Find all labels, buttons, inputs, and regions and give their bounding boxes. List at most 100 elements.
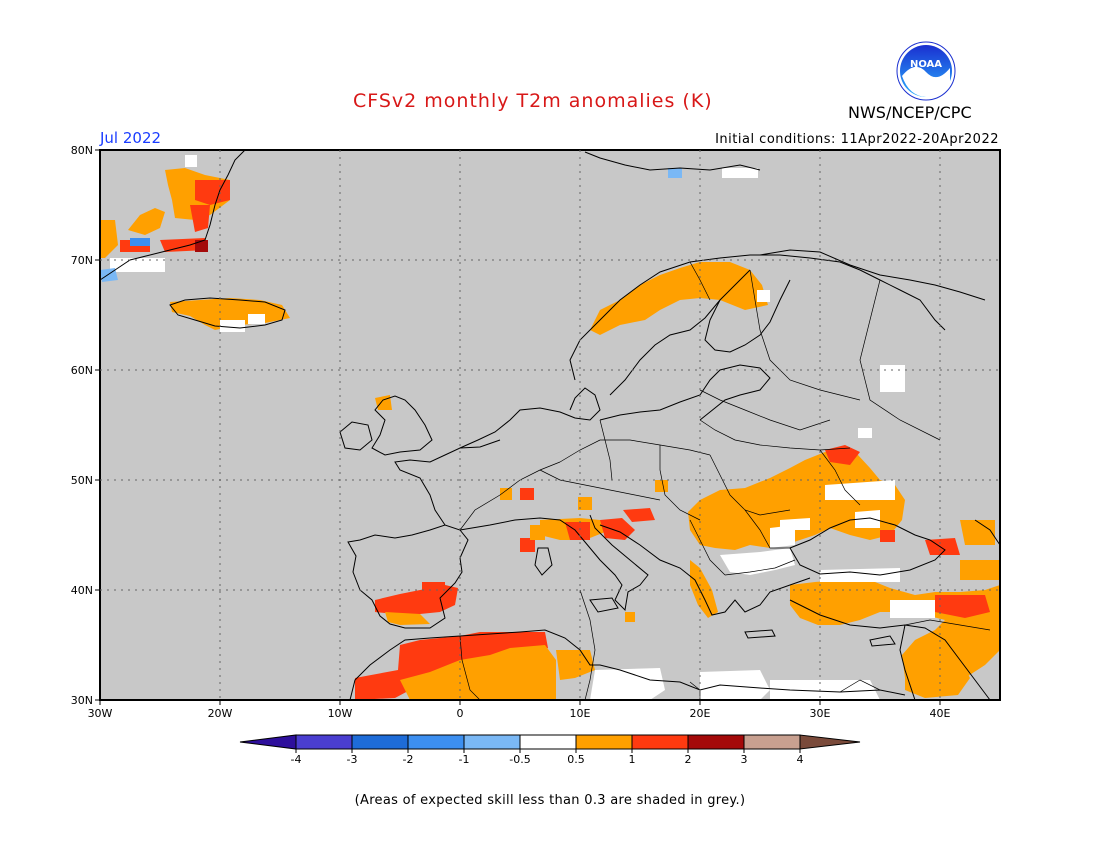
colorbar-box [351, 734, 409, 750]
skill-footnote: (Areas of expected skill less than 0.3 a… [354, 793, 746, 808]
chart-title: CFSv2 monthly T2m anomalies (K) [353, 90, 713, 112]
colorbar-box [575, 734, 633, 750]
north-sea-coast [459, 387, 601, 449]
anomaly-map: 30W 20W 10W 0 10E 20E 30E 40E 30N 40N 50N 60N 70N 80… [71, 144, 1001, 720]
colorbar-box [295, 734, 353, 750]
anomaly-patch [185, 155, 197, 167]
anomaly-patch [530, 525, 545, 540]
anomaly-patch [825, 445, 860, 465]
lat-tick-label: 80N [71, 144, 93, 157]
iberia-coast [347, 524, 469, 629]
anomaly-patch [935, 595, 990, 618]
scandinavia-coast [569, 254, 946, 381]
colorbar-box [519, 734, 577, 750]
anomaly-patch [195, 240, 208, 252]
colorbar-label: 3 [741, 753, 748, 766]
anomaly-patch [880, 365, 905, 392]
anomaly-patch [668, 168, 682, 178]
anomaly-patch [400, 645, 556, 700]
anomaly-patch [500, 488, 512, 500]
colorbar-min-arrow [239, 734, 297, 750]
anomaly-patch [690, 560, 718, 618]
anomaly-patch [960, 520, 995, 545]
finland-coast [704, 279, 791, 353]
black-sea-coast [789, 517, 946, 576]
lon-tick-label: 10W [328, 707, 353, 720]
colorbar-box [687, 734, 745, 750]
lon-tick-label: 30E [810, 707, 831, 720]
colorbar-max-arrow [799, 734, 861, 750]
lat-tick-label: 40N [71, 584, 93, 597]
longitude-ticks: 30W 20W 10W 0 10E 20E 30E 40E [88, 700, 951, 720]
turkey-south-coast [789, 599, 991, 701]
latitude-ticks: 30N 40N 50N 60N 70N 80N [71, 144, 100, 707]
lon-tick-label: 10E [570, 707, 591, 720]
lon-tick-label: 40E [930, 707, 951, 720]
colorbar-label: 2 [685, 753, 692, 766]
caspian-coast [974, 519, 1001, 546]
colorbar-label: 4 [797, 753, 804, 766]
anomaly-patch [422, 582, 445, 596]
anomaly-patch [520, 538, 535, 552]
kola-coast [759, 249, 986, 301]
anomaly-patch [770, 525, 795, 548]
anomaly-patch [820, 568, 900, 582]
sweden-coast [609, 269, 751, 396]
anomaly-patch [625, 612, 635, 622]
anomaly-patch [858, 428, 872, 438]
colorbar-box [743, 734, 801, 750]
anomaly-patch [110, 258, 165, 272]
colorbar-box [407, 734, 465, 750]
svalbard-coast [584, 151, 761, 171]
france-coast [394, 439, 501, 526]
anomaly-patch [623, 508, 655, 522]
lon-tick-label: 20W [208, 707, 233, 720]
initial-conditions: Initial conditions: 11Apr2022-20Apr2022 [715, 132, 999, 147]
colorbar-label: -3 [347, 753, 358, 766]
anomaly-patch [565, 522, 590, 540]
anomaly-patch [590, 668, 665, 700]
anomaly-patch [700, 670, 770, 700]
colorbar-label: -4 [291, 753, 302, 766]
anomaly-patch [128, 208, 165, 235]
anomaly-patch [960, 560, 1000, 580]
logo-text: NOAA [910, 59, 942, 70]
crete-coast [744, 629, 776, 639]
anomaly-patch [190, 205, 210, 232]
colorbar-box [631, 734, 689, 750]
anomaly-layer [100, 155, 1000, 700]
anomaly-patch [520, 488, 534, 500]
lat-tick-label: 30N [71, 694, 93, 707]
anomaly-patch [130, 238, 150, 246]
anomaly-patch [855, 510, 880, 528]
levant-coast [899, 624, 916, 701]
balkan-coast [599, 524, 811, 616]
forecast-month: Jul 2022 [100, 129, 162, 147]
anomaly-patch [248, 314, 265, 324]
anomaly-patch [720, 548, 795, 575]
anomaly-patch [385, 612, 430, 625]
britain-coast [371, 395, 433, 456]
anomaly-patch [880, 530, 895, 542]
sardinia-coast [534, 547, 553, 576]
lat-tick-label: 60N [71, 364, 93, 377]
anomaly-patch [770, 680, 880, 700]
anomaly-patch [600, 518, 635, 540]
lon-tick-label: 20E [690, 707, 711, 720]
colorbar-boxes [239, 734, 861, 750]
colorbar-label: 1 [629, 753, 636, 766]
sicily-coast [589, 597, 619, 613]
colorbar-labels: -4 -3 -2 -1 -0.5 0.5 1 2 3 4 [291, 749, 804, 766]
colorbar-box [463, 734, 521, 750]
anomaly-patch [100, 220, 118, 258]
map-frame [99, 149, 1001, 701]
grid-lines [100, 150, 1000, 700]
colorbar-label: -1 [459, 753, 470, 766]
anomaly-patch [688, 448, 905, 550]
lon-tick-label: 30W [88, 707, 113, 720]
italy-coast [459, 514, 649, 612]
anomaly-patch [905, 650, 970, 698]
anomaly-patch [655, 480, 668, 492]
cyprus-coast [869, 635, 896, 647]
